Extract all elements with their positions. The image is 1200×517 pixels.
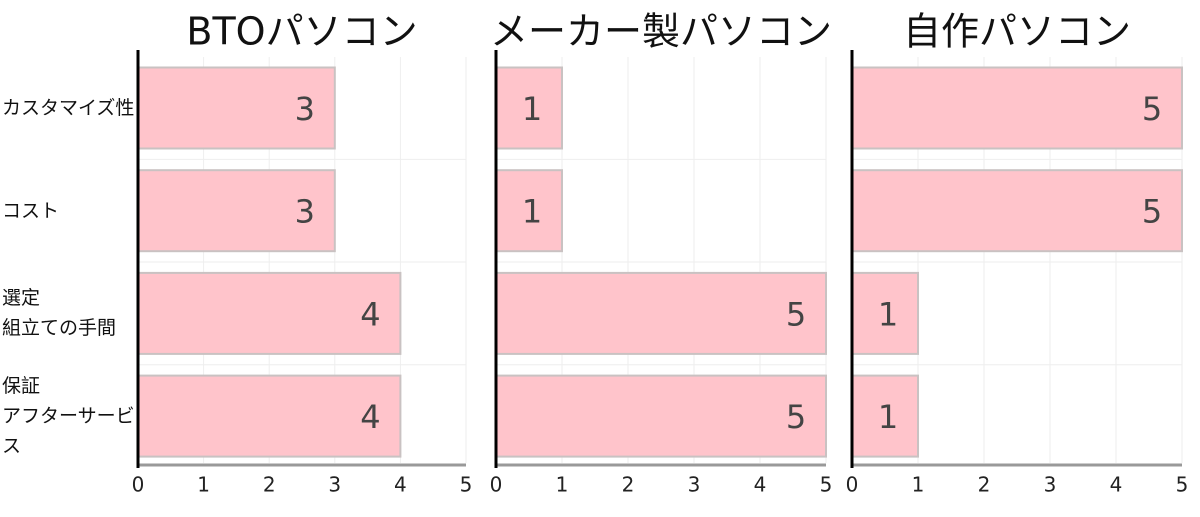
x-tick-label: 2 xyxy=(978,473,991,497)
panel-title: メーカー製パソコン xyxy=(490,10,832,54)
value-label: 5 xyxy=(786,295,806,333)
y-tick-label: コスト xyxy=(2,199,60,222)
bar xyxy=(495,271,827,355)
x-tick-label: 3 xyxy=(328,473,341,497)
bar xyxy=(495,66,563,150)
value-label: 3 xyxy=(295,193,315,231)
bar xyxy=(137,374,402,458)
value-label: 1 xyxy=(522,90,542,128)
value-label: 5 xyxy=(1142,90,1162,128)
bar xyxy=(851,169,1183,253)
value-label: 5 xyxy=(786,398,806,436)
value-label: 1 xyxy=(878,398,898,436)
panel-title: BTOパソコン xyxy=(186,10,417,54)
bar xyxy=(851,66,1183,150)
value-label: 5 xyxy=(1142,193,1162,231)
x-tick-label: 2 xyxy=(622,473,635,497)
x-tick-label: 4 xyxy=(754,473,767,497)
bar xyxy=(495,374,827,458)
x-tick-label: 3 xyxy=(688,473,701,497)
x-tick-label: 3 xyxy=(1044,473,1057,497)
x-tick-label: 2 xyxy=(263,473,276,497)
y-tick-label: カスタマイズ性 xyxy=(2,97,135,119)
bar xyxy=(137,66,336,150)
y-tick-label: 保証 アフターサービス xyxy=(2,375,135,458)
value-label: 1 xyxy=(878,295,898,333)
x-tick-label: 0 xyxy=(846,473,859,497)
x-tick-label: 5 xyxy=(460,473,473,497)
y-tick-label: 選定 組立ての手間 xyxy=(2,287,117,340)
x-tick-label: 1 xyxy=(556,473,569,497)
x-tick-label: 4 xyxy=(1110,473,1123,497)
x-tick-label: 1 xyxy=(912,473,925,497)
x-tick-label: 4 xyxy=(394,473,407,497)
value-label: 4 xyxy=(360,398,380,436)
x-tick-label: 0 xyxy=(132,473,145,497)
x-tick-label: 1 xyxy=(197,473,210,497)
bar xyxy=(137,271,402,355)
x-tick-label: 5 xyxy=(1176,473,1189,497)
value-label: 4 xyxy=(360,295,380,333)
value-label: 3 xyxy=(295,90,315,128)
panel-title: 自作パソコン xyxy=(903,10,1131,54)
value-label: 1 xyxy=(522,193,542,231)
bar xyxy=(851,374,919,458)
x-tick-label: 0 xyxy=(490,473,503,497)
x-tick-label: 5 xyxy=(820,473,833,497)
